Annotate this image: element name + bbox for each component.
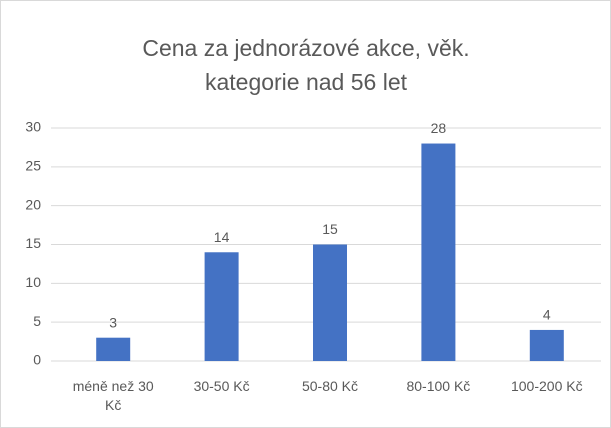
y-tick-label: 20 [25, 196, 41, 212]
bar [204, 252, 239, 361]
y-tick-label: 25 [25, 158, 41, 174]
y-tick-label: 10 [25, 274, 41, 290]
data-label: 4 [543, 307, 551, 323]
y-tick-label: 15 [25, 235, 41, 251]
x-tick-label: méně než 30 Kč [72, 378, 154, 413]
y-tick-label: 0 [33, 352, 41, 368]
bar [529, 329, 564, 361]
bar [421, 143, 456, 361]
bar [96, 337, 131, 361]
data-label: 14 [214, 229, 230, 245]
bar [313, 244, 347, 361]
data-label: 15 [322, 221, 338, 237]
x-tick-label: 50-80 Kč [301, 378, 359, 394]
x-tick-label: 100-200 Kč [510, 378, 583, 394]
x-tick-label: 80-100 Kč [406, 378, 471, 394]
chart-title: Cena za jednorázové akce, věk. kategorie… [142, 35, 470, 95]
y-tick-label: 30 [25, 119, 41, 135]
data-label: 3 [109, 314, 117, 330]
x-tick-label: 30-50 Kč [193, 378, 250, 394]
y-tick-label: 5 [33, 313, 41, 329]
data-label: 28 [431, 120, 447, 136]
